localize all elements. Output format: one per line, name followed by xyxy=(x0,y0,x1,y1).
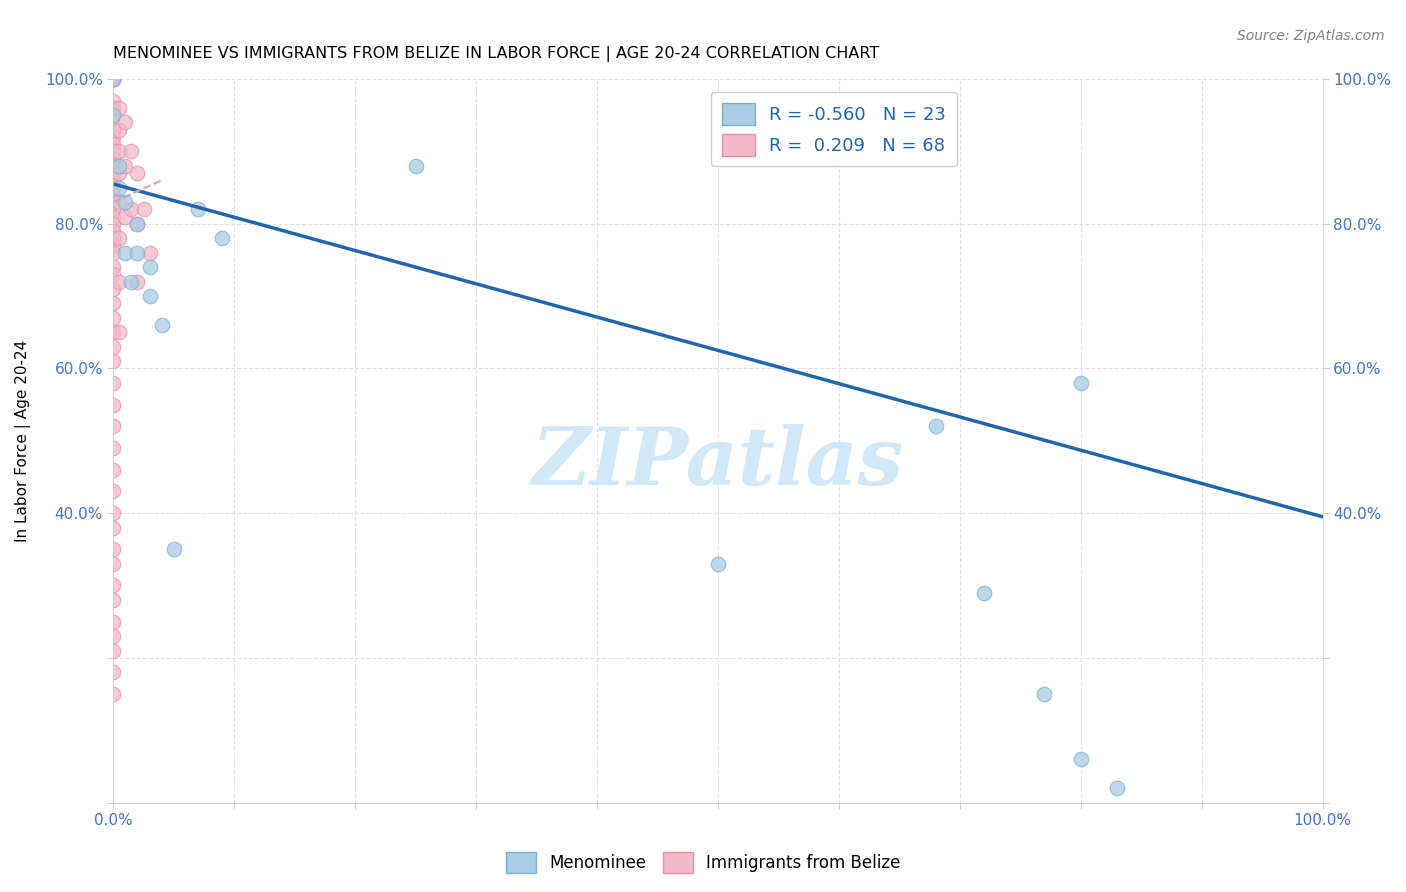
Point xyxy=(108,325,131,339)
Point xyxy=(103,180,125,194)
Point xyxy=(187,202,209,217)
Point xyxy=(103,542,125,557)
Point xyxy=(103,296,125,310)
Point xyxy=(150,318,173,332)
Point xyxy=(405,159,427,173)
Point xyxy=(103,484,125,499)
Point xyxy=(1105,780,1128,795)
Point xyxy=(103,217,125,231)
Text: ZIPatlas: ZIPatlas xyxy=(531,424,904,501)
Point xyxy=(114,159,136,173)
Point xyxy=(103,94,125,108)
Point xyxy=(707,557,730,571)
Point xyxy=(120,202,142,217)
Point xyxy=(103,195,125,210)
Point xyxy=(103,310,125,325)
Legend: Menominee, Immigrants from Belize: Menominee, Immigrants from Belize xyxy=(499,846,907,880)
Point xyxy=(138,289,160,303)
Point xyxy=(103,520,125,534)
Point xyxy=(1033,687,1056,701)
Point xyxy=(211,231,233,245)
Point xyxy=(103,210,125,224)
Point xyxy=(1070,752,1092,766)
Point xyxy=(103,376,125,390)
Point xyxy=(103,122,125,136)
Point xyxy=(973,585,995,599)
Point xyxy=(108,180,131,194)
Point xyxy=(103,187,125,202)
Point xyxy=(127,245,149,260)
Y-axis label: In Labor Force | Age 20-24: In Labor Force | Age 20-24 xyxy=(15,340,31,542)
Point xyxy=(103,593,125,607)
Point xyxy=(108,166,131,180)
Point xyxy=(103,578,125,592)
Point xyxy=(138,245,160,260)
Point xyxy=(114,210,136,224)
Point xyxy=(103,202,125,217)
Point xyxy=(103,173,125,187)
Point xyxy=(108,122,131,136)
Point xyxy=(924,419,946,434)
Point xyxy=(120,145,142,159)
Point xyxy=(108,159,131,173)
Point xyxy=(103,629,125,643)
Point xyxy=(103,145,125,159)
Point xyxy=(108,101,131,115)
Point xyxy=(103,238,125,252)
Point xyxy=(103,665,125,680)
Point xyxy=(103,282,125,296)
Text: Source: ZipAtlas.com: Source: ZipAtlas.com xyxy=(1237,29,1385,43)
Point xyxy=(127,166,149,180)
Point xyxy=(103,137,125,152)
Point xyxy=(103,354,125,368)
Point xyxy=(103,506,125,520)
Point xyxy=(103,687,125,701)
Point xyxy=(132,202,155,217)
Point xyxy=(103,419,125,434)
Point xyxy=(103,325,125,339)
Point xyxy=(103,72,125,87)
Point xyxy=(103,441,125,455)
Point xyxy=(103,224,125,238)
Point xyxy=(114,195,136,210)
Point xyxy=(103,615,125,629)
Point xyxy=(138,260,160,275)
Point xyxy=(108,275,131,289)
Point xyxy=(127,217,149,231)
Point xyxy=(103,159,125,173)
Point xyxy=(120,275,142,289)
Point xyxy=(103,398,125,412)
Point xyxy=(103,340,125,354)
Point xyxy=(103,557,125,571)
Point xyxy=(163,542,186,557)
Point xyxy=(103,101,125,115)
Point xyxy=(114,115,136,129)
Point xyxy=(108,145,131,159)
Point xyxy=(108,231,131,245)
Point xyxy=(103,72,125,87)
Point xyxy=(103,108,125,122)
Point xyxy=(103,643,125,657)
Point xyxy=(103,152,125,166)
Point xyxy=(103,72,125,87)
Point xyxy=(103,463,125,477)
Point xyxy=(103,166,125,180)
Point xyxy=(114,245,136,260)
Point xyxy=(103,72,125,87)
Point xyxy=(127,217,149,231)
Legend: R = -0.560   N = 23, R =  0.209   N = 68: R = -0.560 N = 23, R = 0.209 N = 68 xyxy=(711,92,957,167)
Point xyxy=(103,72,125,87)
Point xyxy=(127,275,149,289)
Point xyxy=(103,130,125,145)
Point xyxy=(103,231,125,245)
Point xyxy=(103,245,125,260)
Point xyxy=(108,195,131,210)
Point xyxy=(103,268,125,282)
Point xyxy=(1070,376,1092,390)
Text: MENOMINEE VS IMMIGRANTS FROM BELIZE IN LABOR FORCE | AGE 20-24 CORRELATION CHART: MENOMINEE VS IMMIGRANTS FROM BELIZE IN L… xyxy=(114,46,880,62)
Point xyxy=(103,108,125,122)
Point xyxy=(103,260,125,275)
